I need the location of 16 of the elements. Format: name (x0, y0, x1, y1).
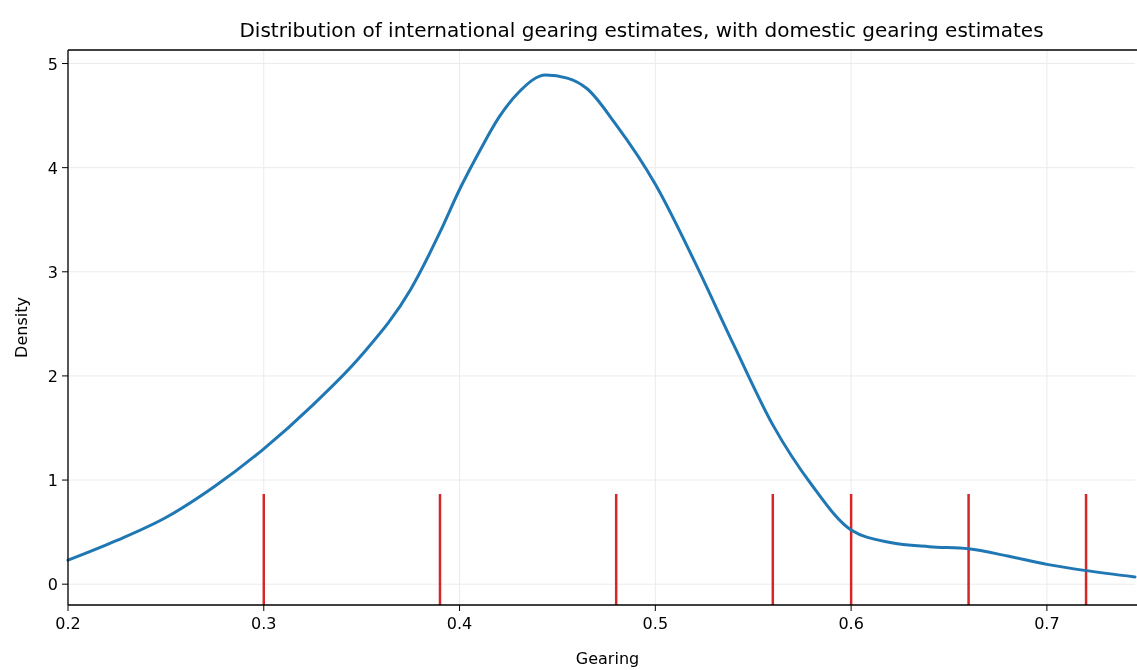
y-axis-title: Density (12, 297, 31, 358)
y-tick-label: 0 (47, 575, 58, 595)
line-series (66, 73, 1137, 579)
y-tick-label: 3 (47, 262, 58, 282)
chart-title: Distribution of international gearing estimates, with domestic gearing estimates (239, 18, 1044, 42)
x-tick-label: 0.2 (55, 614, 81, 633)
x-tick-label: 0.4 (446, 614, 473, 633)
y-tick-label: 1 (47, 471, 58, 491)
x-tick-label: 0.5 (642, 614, 669, 633)
x-axis-title: Gearing (575, 649, 640, 668)
x-tick-label: 0.6 (838, 614, 864, 633)
y-tick-label: 4 (47, 158, 58, 178)
x-tick-label: 0.7 (1034, 614, 1060, 633)
y-tick-label: 5 (47, 54, 58, 74)
x-tick-label: 0.3 (251, 614, 277, 633)
y-tick-label: 2 (47, 366, 58, 386)
